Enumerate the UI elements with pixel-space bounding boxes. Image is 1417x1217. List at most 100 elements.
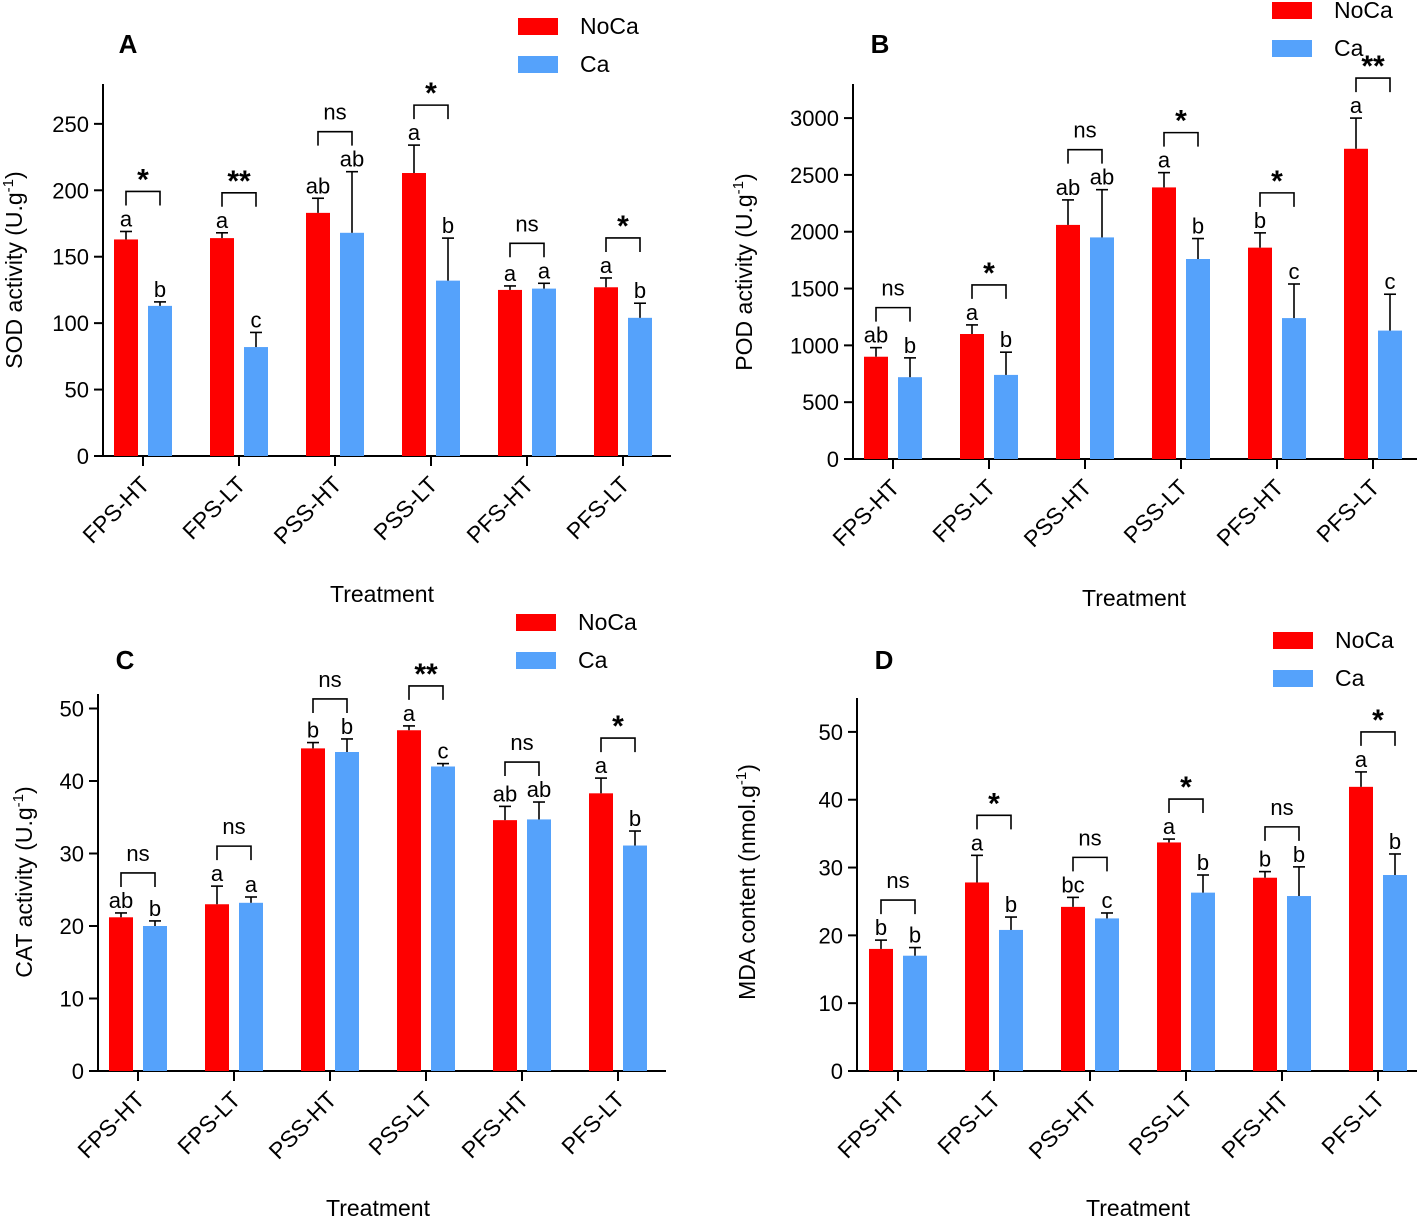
bar-ca [532, 288, 556, 456]
significance-ns: ns [1073, 118, 1096, 143]
y-axis-label: POD activity (U.g-1) [730, 173, 757, 370]
significance-letter: a [1350, 93, 1363, 118]
legend-label-ca: Ca [578, 647, 608, 673]
bar-noca [397, 730, 421, 1071]
significance-star: * [1271, 165, 1283, 198]
panel-label: A [119, 29, 138, 59]
significance-ns: ns [126, 841, 149, 866]
x-tick-label: PSS-HT [1019, 474, 1097, 552]
significance-letter: ab [109, 888, 133, 913]
significance-letter: a [120, 206, 133, 231]
x-axis-label: Treatment [330, 581, 435, 607]
x-tick-label: PFS-LT [561, 471, 634, 544]
x-tick-label: FPS-LT [932, 1086, 1005, 1159]
bar-ca [898, 377, 922, 459]
significance-letter: b [1389, 829, 1401, 854]
x-axis-label: Treatment [1082, 585, 1187, 611]
significance-letter: b [875, 915, 887, 940]
y-tick-label: 3000 [790, 106, 839, 131]
significance-bracket [605, 237, 641, 252]
significance-ns: ns [1270, 795, 1293, 820]
panel-label: D [875, 645, 894, 675]
panel-c: C 0 10 20 30 40 50 CAT activity (U.g-1) Treatmen… [10, 609, 666, 1217]
significance-bracket [216, 845, 252, 861]
y-tick-label: 100 [52, 311, 89, 336]
legend-label-ca: Ca [1334, 35, 1364, 61]
significance-bracket [120, 872, 156, 887]
significance-letter: b [1254, 208, 1266, 233]
y-tick-label: 0 [831, 1059, 843, 1084]
panel-label: C [116, 645, 135, 675]
bar-noca [114, 239, 138, 456]
panel-label: B [871, 29, 890, 59]
legend-swatch-noca [518, 18, 558, 35]
legend-label-noca: NoCa [578, 609, 637, 635]
y-tick-label: 200 [52, 178, 89, 203]
y-axis-label: SOD activity (U.g-1) [0, 171, 27, 368]
x-tick-label: FPS-HT [72, 1086, 149, 1163]
significance-letter: b [909, 923, 921, 948]
significance-bracket [880, 899, 916, 915]
significance-ns: ns [515, 211, 538, 236]
significance-star: ** [1361, 50, 1385, 83]
bar-noca [1152, 187, 1176, 459]
x-tick-label: FPS-LT [927, 474, 1000, 547]
legend-swatch-noca [1272, 2, 1312, 19]
significance-bracket [976, 814, 1012, 830]
x-tick-label: PFS-LT [1311, 474, 1384, 547]
significance-ns: ns [1078, 825, 1101, 850]
bar-ca [1287, 896, 1311, 1071]
bar-ca [335, 752, 359, 1071]
bar-ca [1090, 237, 1114, 459]
y-tick-label: 2500 [790, 163, 839, 188]
legend-swatch-noca [1273, 632, 1313, 649]
significance-letter: c [251, 307, 262, 332]
x-tick-label: PFS-HT [1216, 1086, 1293, 1163]
significance-letter: b [629, 806, 641, 831]
x-tick-label: PFS-HT [456, 1086, 533, 1163]
bar-ca [239, 902, 263, 1071]
significance-star: * [1180, 771, 1192, 804]
significance-bracket [413, 104, 449, 120]
significance-letter: b [149, 896, 161, 921]
significance-letter: a [211, 861, 224, 886]
significance-letter: a [245, 872, 258, 897]
significance-bracket [408, 685, 444, 700]
significance-letter: a [1355, 747, 1368, 772]
y-tick-label: 0 [77, 444, 89, 469]
bar-ca [436, 280, 460, 456]
significance-letter: a [600, 253, 613, 278]
significance-bracket [1355, 77, 1391, 93]
bar-ca [1282, 318, 1306, 459]
significance-letter: a [216, 208, 229, 233]
y-axis-label: MDA content (nmol.g-1) [733, 764, 760, 1000]
significance-ns: ns [222, 814, 245, 839]
significance-star: * [425, 77, 437, 110]
significance-bracket [125, 190, 161, 206]
significance-letter: a [538, 258, 551, 283]
significance-letter: b [1192, 214, 1204, 239]
y-tick-label: 50 [819, 720, 843, 745]
x-tick-label: PSS-LT [368, 471, 442, 545]
bar-ca [994, 374, 1018, 459]
significance-bracket [1259, 192, 1295, 207]
x-axis-label: Treatment [1086, 1195, 1191, 1217]
y-tick-label: 0 [827, 447, 839, 472]
x-tick-label: PFS-HT [461, 471, 538, 548]
bar-ca [244, 347, 268, 456]
significance-star: ** [414, 658, 438, 691]
bar-ca [1191, 892, 1215, 1071]
y-tick-label: 1000 [790, 333, 839, 358]
bar-ca [1378, 330, 1402, 459]
significance-letter: b [1259, 847, 1271, 872]
bar-noca [594, 287, 618, 456]
significance-bracket [875, 306, 911, 322]
x-tick-label: FPS-LT [177, 471, 250, 544]
significance-letter: a [1158, 148, 1171, 173]
significance-letter: a [971, 830, 984, 855]
x-tick-label: FPS-HT [827, 474, 904, 551]
significance-letter: b [634, 278, 646, 303]
bar-noca [1056, 224, 1080, 459]
y-tick-label: 250 [52, 112, 89, 137]
